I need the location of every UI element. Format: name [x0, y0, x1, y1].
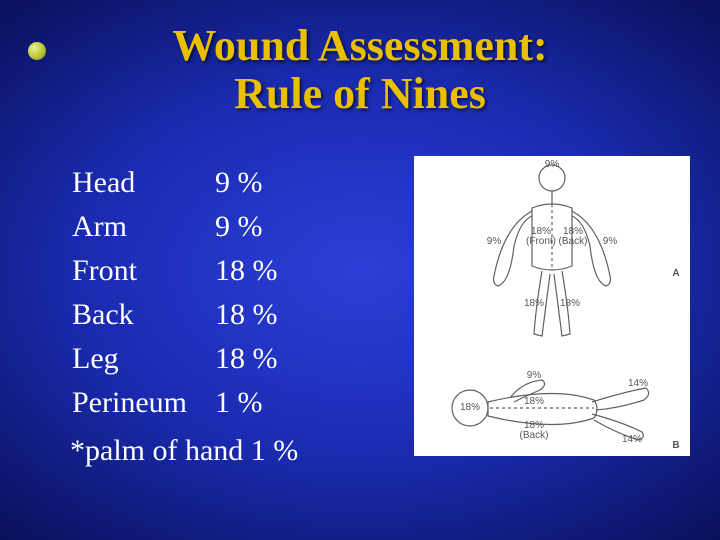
- table-row: Perineum1 %: [72, 382, 303, 424]
- adult-arm-left-label: 9%: [487, 236, 502, 247]
- label-cell: Front: [72, 250, 213, 292]
- infant-leg-upper-label: 14%: [628, 378, 648, 389]
- infant-labels: 18% 9% 18% 18%(Back) 14% 14% B: [460, 370, 680, 451]
- footnote: *palm of hand 1 %: [70, 430, 305, 472]
- adult-labels: 9% 9% 9% 18%(Front) 18%(Back) 18% 18% A: [487, 159, 680, 309]
- infant-head-label: 18%: [460, 402, 480, 413]
- label-cell: Perineum: [72, 382, 213, 424]
- table-row: Front18 %: [72, 250, 303, 292]
- percent-table: Head9 % Arm9 % Front18 % Back18 % Leg18 …: [70, 160, 305, 426]
- infant-front-label: 18%: [524, 396, 544, 407]
- adult-head-label: 9%: [545, 159, 560, 170]
- value-cell: 18 %: [215, 294, 304, 336]
- label-cell: Arm: [72, 206, 213, 248]
- adult-tag: A: [672, 268, 679, 279]
- table-row: Arm9 %: [72, 206, 303, 248]
- table-row: Head9 %: [72, 162, 303, 204]
- value-cell: 9 %: [215, 206, 304, 248]
- value-cell: 1 %: [215, 382, 304, 424]
- adult-leg-right-label: 18%: [560, 298, 580, 309]
- slide-title: Wound Assessment: Rule of Nines: [0, 22, 720, 119]
- adult-leg-left-label: 18%: [524, 298, 544, 309]
- infant-back-label: 18%(Back): [520, 420, 549, 441]
- infant-figure-icon: [452, 380, 649, 440]
- value-cell: 9 %: [215, 162, 304, 204]
- value-cell: 18 %: [215, 250, 304, 292]
- value-cell: 18 %: [215, 338, 304, 380]
- infant-arm-label: 9%: [527, 370, 542, 381]
- infant-tag: B: [672, 440, 679, 451]
- label-cell: Leg: [72, 338, 213, 380]
- label-cell: Back: [72, 294, 213, 336]
- infant-leg-lower-label: 14%: [622, 434, 642, 445]
- adult-figure-icon: [494, 165, 611, 336]
- body-diagram-figure: 9% 9% 9% 18%(Front) 18%(Back) 18% 18% A …: [414, 156, 690, 456]
- table-row: Back18 %: [72, 294, 303, 336]
- table-row: Leg18 %: [72, 338, 303, 380]
- title-line-2: Rule of Nines: [234, 69, 486, 118]
- body-content: Head9 % Arm9 % Front18 % Back18 % Leg18 …: [70, 160, 305, 472]
- label-cell: Head: [72, 162, 213, 204]
- title-line-1: Wound Assessment:: [172, 21, 547, 70]
- adult-back-label: 18%(Back): [559, 226, 588, 247]
- adult-arm-right-label: 9%: [603, 236, 618, 247]
